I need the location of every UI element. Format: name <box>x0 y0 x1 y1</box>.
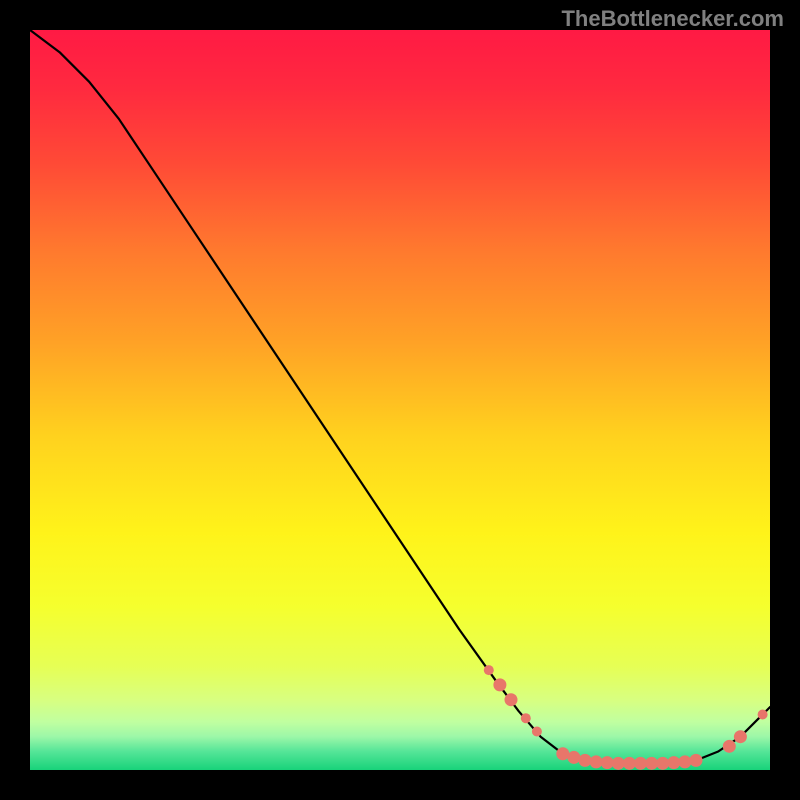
data-marker <box>667 756 680 769</box>
chart-svg <box>0 0 800 800</box>
data-marker <box>612 757 625 770</box>
data-marker <box>579 754 592 767</box>
data-marker <box>521 713 531 723</box>
data-marker <box>734 730 747 743</box>
chart-container: TheBottlenecker.com <box>0 0 800 800</box>
data-marker <box>601 756 614 769</box>
watermark-text: TheBottlenecker.com <box>561 6 784 32</box>
data-marker <box>634 757 647 770</box>
data-marker <box>505 693 518 706</box>
data-marker <box>758 710 768 720</box>
plot-background <box>30 30 770 770</box>
data-marker <box>678 755 691 768</box>
data-marker <box>532 727 542 737</box>
data-marker <box>623 757 636 770</box>
data-marker <box>690 754 703 767</box>
data-marker <box>590 755 603 768</box>
data-marker <box>645 757 658 770</box>
data-marker <box>567 751 580 764</box>
data-marker <box>493 678 506 691</box>
data-marker <box>723 740 736 753</box>
data-marker <box>656 757 669 770</box>
data-marker <box>484 665 494 675</box>
data-marker <box>556 747 569 760</box>
